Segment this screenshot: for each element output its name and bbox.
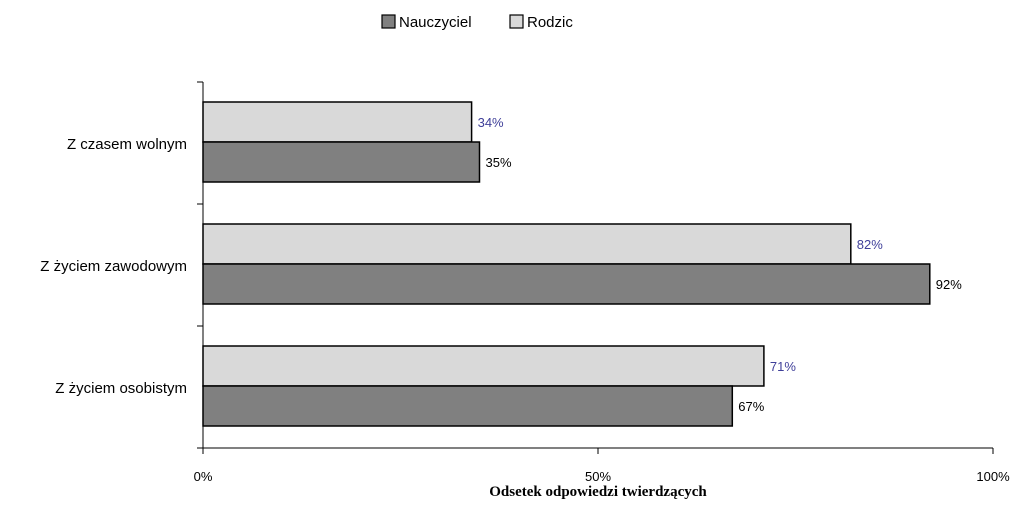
legend-swatch-rodzic	[509, 14, 524, 29]
plot-area: 34% 35% 82% 92% 71% 67% Z czasem wolnym Z życi…	[40, 81, 1010, 484]
x-tick-label-100: 100%	[976, 469, 1010, 484]
value-label-nauczyciel-z-zyciem-zawodowym: 92%	[936, 277, 962, 292]
x-tick-label-50: 50%	[585, 469, 611, 484]
value-label-rodzic-z-zyciem-zawodowym: 82%	[857, 237, 883, 252]
legend-swatch-nauczyciel	[381, 14, 396, 29]
x-axis-title: Odsetek odpowiedzi twierdzących	[489, 484, 707, 500]
legend-label-rodzic: Rodzic	[527, 14, 573, 31]
x-tick-label-0: 0%	[194, 469, 213, 484]
category-labels: Z czasem wolnym Z życiem zawodowym Z życie…	[40, 136, 187, 397]
bar-rodzic-z-zyciem-zawodowym	[202, 223, 852, 265]
bar-nauczyciel-z-czasem-wolnym	[202, 141, 481, 183]
category-label-z-zyciem-zawodowym: Z życiem zawodowym	[40, 258, 187, 275]
value-label-rodzic-z-czasem-wolnym: 34%	[478, 115, 504, 130]
value-label-nauczyciel-z-zyciem-osobistym: 67%	[738, 399, 764, 414]
bar-rodzic-z-czasem-wolnym	[202, 101, 473, 143]
category-label-z-zyciem-osobistym: Z życiem osobistym	[55, 380, 187, 397]
bar-rodzic-z-zyciem-osobistym	[202, 345, 765, 387]
category-label-z-czasem-wolnym: Z czasem wolnym	[67, 136, 187, 153]
bars	[202, 101, 931, 427]
legend: Nauczyciel Rodzic	[381, 14, 573, 31]
x-tick-labels: 0% 50% 100%	[194, 469, 1010, 484]
value-label-rodzic-z-zyciem-osobistym: 71%	[770, 359, 796, 374]
bar-nauczyciel-z-zyciem-zawodowym	[202, 263, 931, 305]
legend-label-nauczyciel: Nauczyciel	[399, 14, 472, 31]
value-label-nauczyciel-z-czasem-wolnym: 35%	[486, 155, 512, 170]
bar-nauczyciel-z-zyciem-osobistym	[202, 385, 734, 427]
value-labels: 34% 35% 82% 92% 71% 67%	[478, 115, 963, 414]
axes	[197, 81, 994, 454]
